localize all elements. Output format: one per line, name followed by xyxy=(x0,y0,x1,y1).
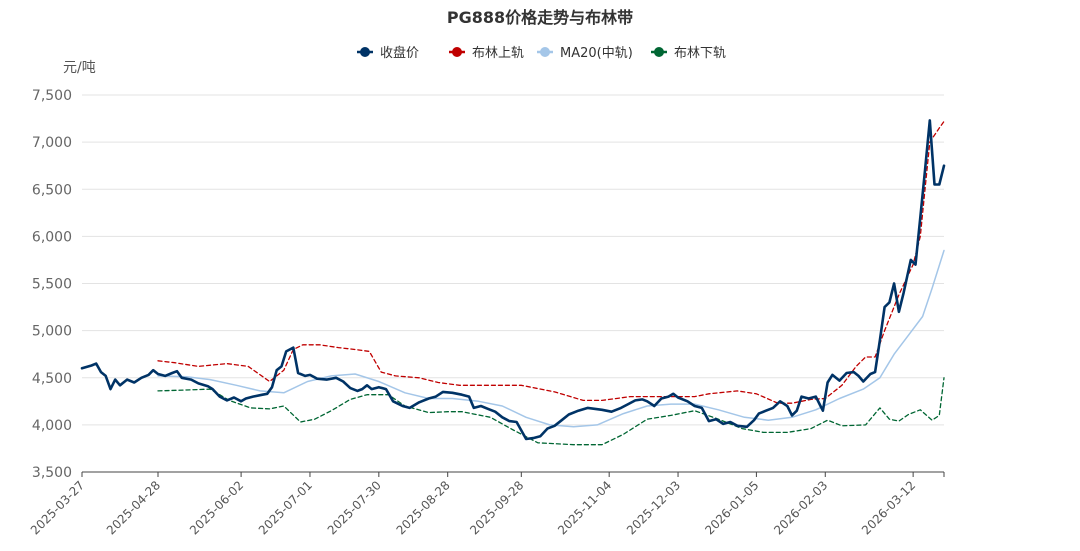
x-tick-label: 2025-03-27 xyxy=(28,478,87,537)
x-tick-label: 2025-04-28 xyxy=(104,478,163,537)
legend-label: MA20(中轨) xyxy=(560,46,633,61)
y-tick-label: 3,500 xyxy=(32,465,72,481)
series-lines xyxy=(80,119,946,446)
series-line-lower xyxy=(157,377,945,446)
y-axis-ticks: 3,500 4,000 4,500 5,000 5,500 6,000 6,500 7,000… xyxy=(32,88,72,481)
legend-label: 布林下轨 xyxy=(674,46,726,61)
series-line-upper xyxy=(157,120,945,404)
x-tick-label: 2025-06-02 xyxy=(187,478,246,537)
x-tick-label: 2025-09-28 xyxy=(467,478,526,537)
legend-item-close[interactable]: 收盘价 xyxy=(357,45,419,61)
legend-marker xyxy=(360,47,370,57)
y-tick-label: 6,000 xyxy=(32,229,72,245)
y-axis-unit-label: 元/吨 xyxy=(63,60,96,76)
x-tick-label: 2025-11-04 xyxy=(555,478,614,537)
legend-marker xyxy=(654,47,664,57)
y-tick-label: 7,500 xyxy=(32,88,72,104)
y-tick-label: 6,500 xyxy=(32,182,72,198)
legend-item-ma20[interactable]: MA20(中轨) xyxy=(537,46,633,61)
x-tick-label: 2026-03-12 xyxy=(859,478,918,537)
y-tick-label: 7,000 xyxy=(32,135,72,151)
y-tick-label: 5,000 xyxy=(32,324,72,340)
gridlines xyxy=(82,94,944,473)
x-axis: 2025-03-27 2025-04-28 2025-06-02 2025-07-01… xyxy=(28,471,945,537)
y-tick-label: 4,500 xyxy=(32,371,72,387)
legend-label: 收盘价 xyxy=(380,45,419,61)
legend-item-lower[interactable]: 布林下轨 xyxy=(651,46,726,61)
legend-item-upper[interactable]: 布林上轨 xyxy=(449,46,524,61)
chart-title: PG888价格走势与布林带 xyxy=(447,8,633,27)
x-tick-label: 2026-01-05 xyxy=(702,478,761,537)
series-line-ma20 xyxy=(157,249,945,428)
series-line-close xyxy=(80,119,946,441)
y-tick-label: 4,000 xyxy=(32,418,72,434)
y-tick-label: 5,500 xyxy=(32,277,72,293)
x-tick-label: 2025-07-30 xyxy=(325,478,384,537)
legend: 收盘价 布林上轨 MA20(中轨) 布林下轨 xyxy=(357,45,726,61)
legend-marker xyxy=(452,47,462,57)
x-tick-label: 2025-12-03 xyxy=(624,478,683,537)
x-tick-label: 2025-08-28 xyxy=(394,478,453,537)
x-tick-label: 2025-07-01 xyxy=(256,478,315,537)
legend-marker xyxy=(540,47,550,57)
legend-label: 布林上轨 xyxy=(472,46,524,61)
x-tick-label: 2026-02-03 xyxy=(771,478,830,537)
